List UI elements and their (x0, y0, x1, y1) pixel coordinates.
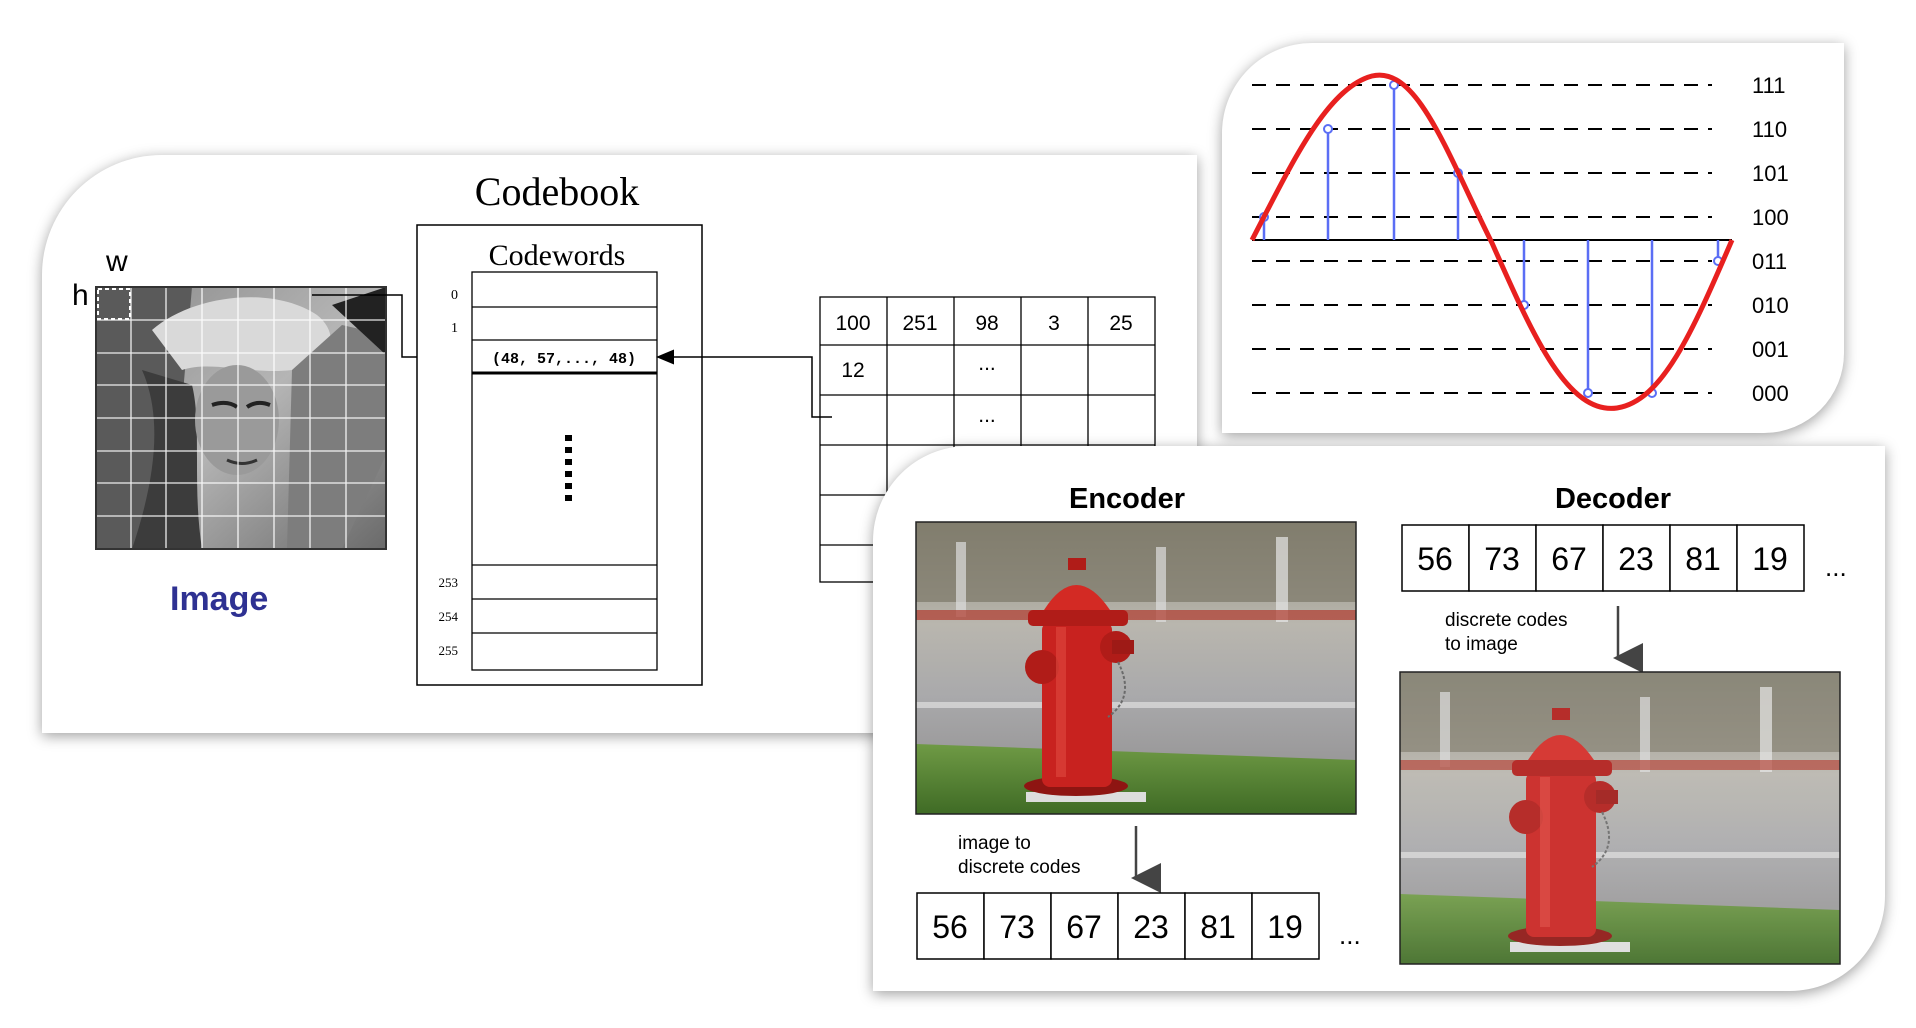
level-label: 001 (1752, 337, 1789, 362)
code-ellipsis: ... (1339, 920, 1361, 950)
table-cell: 100 (835, 312, 870, 335)
encoder-caption: discrete codes (958, 857, 1081, 878)
level-label: 101 (1752, 161, 1789, 186)
table-cell: 25 (1109, 312, 1132, 335)
codebook-title: Codebook (475, 169, 639, 214)
encoder-input-image (915, 521, 1357, 815)
w-label: w (105, 245, 128, 278)
h-label: h (72, 279, 89, 312)
level-label: 111 (1752, 73, 1785, 98)
table-cell: ... (978, 352, 996, 375)
code-cell: 73 (999, 909, 1035, 945)
encoder-decoder-panel: Encoder Decoder image to discrete codes … (873, 446, 1885, 991)
image-label: Image (170, 580, 268, 618)
encoder-title: Encoder (1069, 483, 1185, 515)
code-cell: 81 (1200, 909, 1236, 945)
table-cell: 12 (841, 359, 864, 382)
table-cell: 3 (1048, 312, 1060, 335)
table-cell: 98 (975, 312, 998, 335)
quantization-panel: 111 110 101 100 011 010 001 000 (1222, 43, 1844, 433)
code-cell: 81 (1685, 541, 1721, 577)
codewords-label: Codewords (489, 239, 626, 272)
level-label: 100 (1752, 205, 1789, 230)
lena-image (95, 286, 387, 550)
encoder-caption: image to (958, 833, 1031, 854)
level-label: 000 (1752, 381, 1789, 406)
code-cell: 67 (1066, 909, 1102, 945)
index-label: 254 (439, 609, 459, 624)
quantization-plot: 111 110 101 100 011 010 001 000 (1249, 72, 1789, 411)
decoder-caption: to image (1445, 634, 1518, 655)
vertical-ellipsis-icon (565, 435, 572, 501)
index-label: 255 (439, 643, 459, 658)
code-ellipsis: ... (1825, 552, 1847, 582)
code-cell: 23 (1133, 909, 1169, 945)
codebook-frame (416, 224, 703, 686)
index-label: 253 (439, 575, 459, 590)
code-cell: 67 (1551, 541, 1587, 577)
level-label: 011 (1752, 249, 1787, 274)
sample-stems (1262, 85, 1720, 393)
code-cell: 19 (1267, 909, 1303, 945)
decoder-code-row (1401, 524, 1805, 592)
index-label: 0 (451, 288, 458, 303)
encoder-code-row (916, 892, 1320, 960)
encoder-decoder-diagram: Encoder Decoder image to discrete codes … (915, 483, 1847, 965)
code-cell: 56 (932, 909, 968, 945)
codebook-panel: w h (42, 155, 1197, 733)
decoder-output-image (1399, 671, 1841, 965)
code-cell: 56 (1417, 541, 1453, 577)
sine-wave (1249, 72, 1735, 411)
decoder-caption: discrete codes (1445, 610, 1568, 631)
codebook-diagram: w h (72, 169, 1156, 686)
level-label: 110 (1752, 117, 1787, 142)
code-cell: 73 (1484, 541, 1520, 577)
index-label: 1 (451, 321, 458, 336)
table-cell: 251 (902, 312, 937, 335)
code-cell: 23 (1618, 541, 1654, 577)
decoder-title: Decoder (1555, 483, 1671, 515)
table-cell: ... (978, 404, 996, 427)
codeword-value: (48, 57,..., 48) (492, 351, 636, 368)
table-to-codebook-arrow (656, 349, 832, 418)
code-cell: 19 (1752, 541, 1788, 577)
level-label: 010 (1752, 293, 1789, 318)
